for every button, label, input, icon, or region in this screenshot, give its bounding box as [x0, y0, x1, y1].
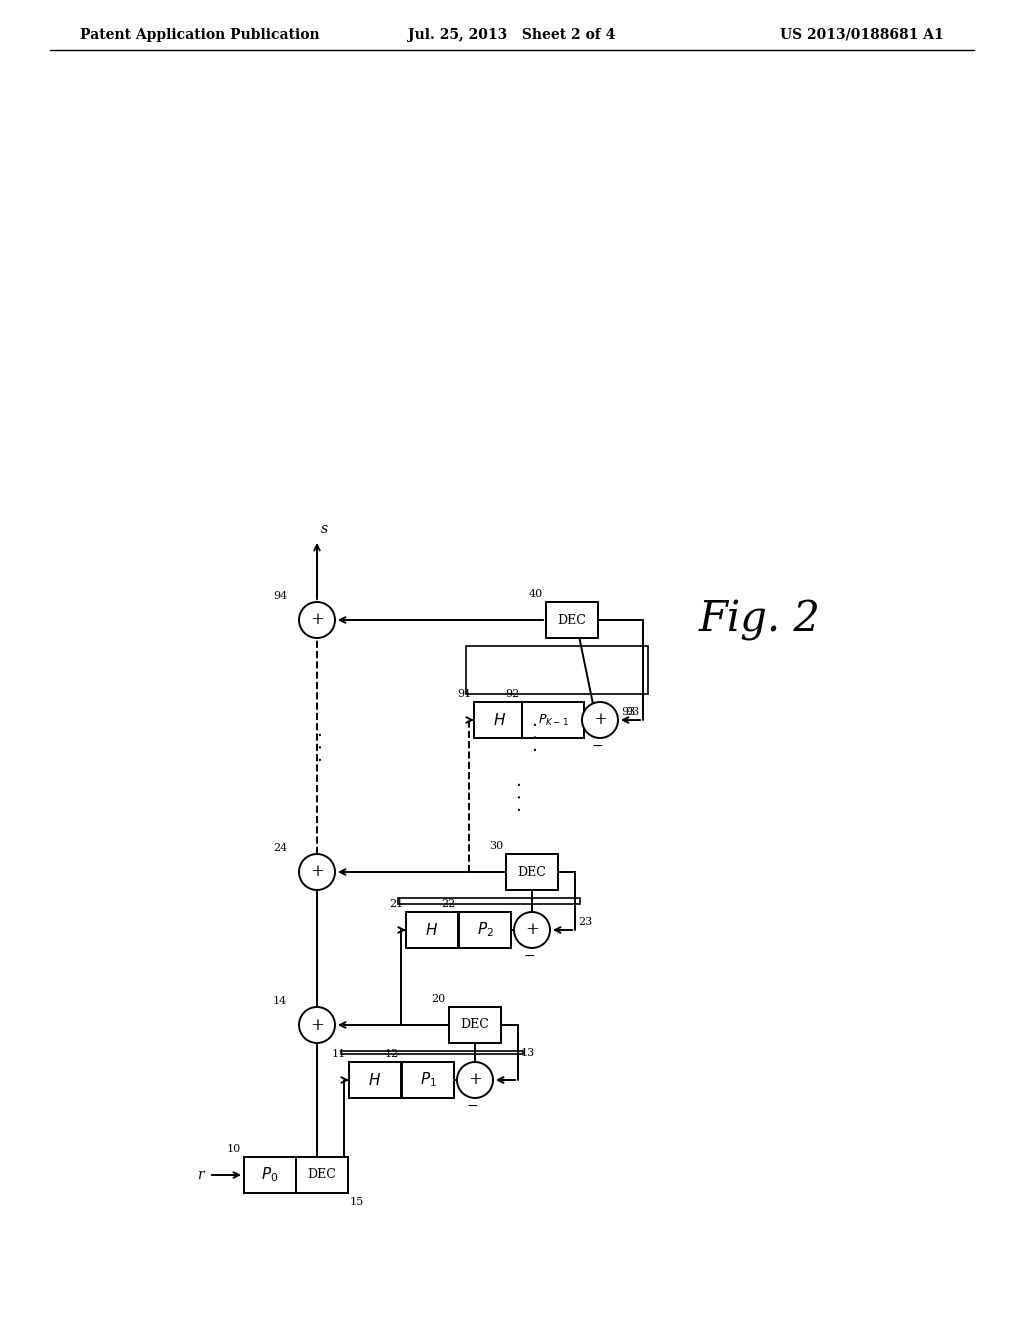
Text: . . .: . . . [507, 780, 525, 812]
Text: 92: 92 [505, 689, 519, 700]
Circle shape [457, 1063, 493, 1098]
Text: 10: 10 [226, 1144, 241, 1154]
Text: 30: 30 [488, 841, 503, 851]
Text: +: + [310, 1016, 324, 1034]
Circle shape [299, 602, 335, 638]
Text: +: + [525, 921, 539, 939]
Text: . . .: . . . [308, 730, 326, 762]
Text: +: + [593, 711, 607, 729]
Text: $H$: $H$ [425, 921, 438, 939]
Bar [546, 602, 598, 638]
Bar [449, 1007, 501, 1043]
Text: Patent Application Publication: Patent Application Publication [80, 28, 319, 42]
Text: US 2013/0188681 A1: US 2013/0188681 A1 [780, 28, 944, 42]
Circle shape [582, 702, 618, 738]
Text: $H$: $H$ [369, 1072, 382, 1088]
Text: +: + [310, 611, 324, 628]
Text: 23: 23 [578, 917, 592, 927]
Text: 12: 12 [385, 1049, 399, 1059]
Text: $P_0$: $P_0$ [261, 1166, 279, 1184]
Text: DEC: DEC [307, 1168, 337, 1181]
Text: 40: 40 [528, 589, 543, 599]
Text: 21: 21 [389, 899, 403, 909]
Text: 22: 22 [441, 899, 456, 909]
Text: DEC: DEC [517, 866, 547, 879]
Text: 24: 24 [272, 843, 287, 853]
Circle shape [299, 854, 335, 890]
Text: 14: 14 [272, 997, 287, 1006]
Bar [244, 1158, 296, 1193]
Bar [398, 898, 580, 904]
Text: $H$: $H$ [494, 711, 507, 729]
Text: −: − [591, 739, 603, 752]
Bar [349, 1063, 401, 1098]
Bar [296, 1158, 348, 1193]
Bar [474, 702, 526, 738]
Text: +: + [468, 1072, 482, 1089]
Bar [406, 912, 458, 948]
Bar [522, 702, 584, 738]
Text: 94: 94 [272, 591, 287, 601]
Text: DEC: DEC [461, 1019, 489, 1031]
Text: 20: 20 [432, 994, 446, 1005]
Text: s: s [321, 521, 328, 536]
Text: 11: 11 [332, 1049, 346, 1059]
Text: −: − [466, 1100, 478, 1113]
Text: $P_{K-1}$: $P_{K-1}$ [538, 713, 568, 727]
Text: 13: 13 [521, 1048, 536, 1057]
Text: $P_2$: $P_2$ [476, 920, 494, 940]
Circle shape [299, 1007, 335, 1043]
Text: 93: 93 [626, 708, 640, 717]
Bar [506, 854, 558, 890]
Text: −: − [523, 949, 535, 964]
Bar [341, 1051, 523, 1053]
Text: . . .: . . . [523, 721, 541, 751]
Bar [459, 912, 511, 948]
Text: Jul. 25, 2013   Sheet 2 of 4: Jul. 25, 2013 Sheet 2 of 4 [409, 28, 615, 42]
Text: DEC: DEC [557, 614, 587, 627]
Text: Fig. 2: Fig. 2 [699, 599, 821, 642]
Text: 15: 15 [350, 1197, 365, 1206]
Bar [402, 1063, 454, 1098]
Text: 93: 93 [621, 708, 635, 717]
Text: $P_1$: $P_1$ [420, 1071, 436, 1089]
Text: r: r [198, 1168, 204, 1181]
Bar [466, 645, 648, 694]
Text: +: + [310, 863, 324, 880]
Circle shape [514, 912, 550, 948]
Text: 91: 91 [457, 689, 471, 700]
